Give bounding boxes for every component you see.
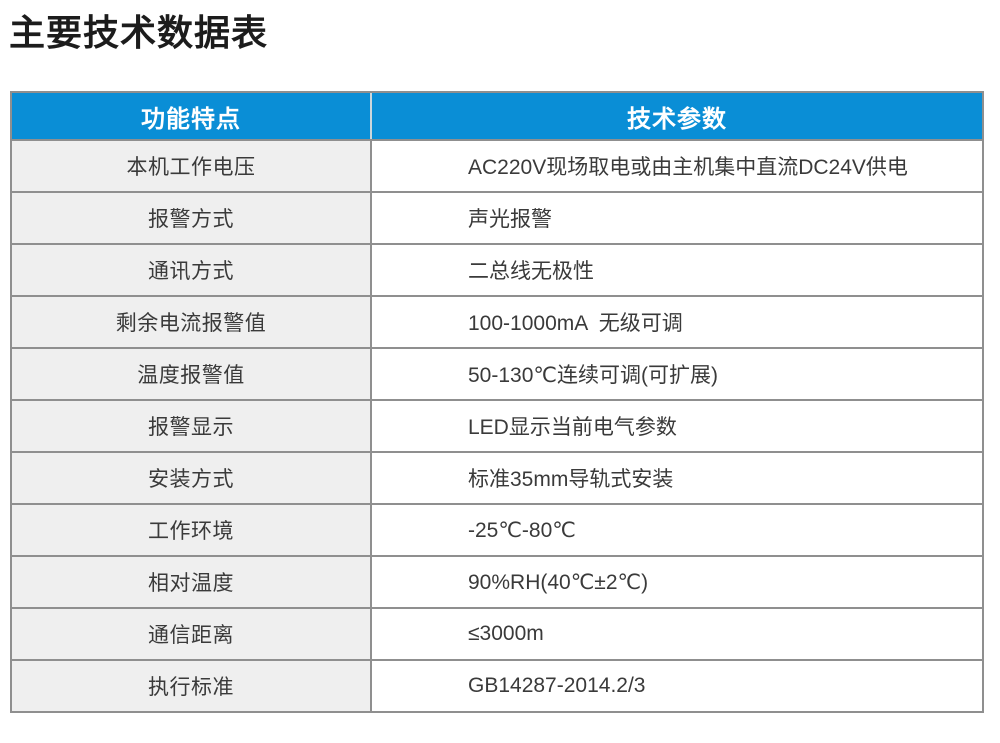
param-cell: 90%RH(40℃±2℃) — [372, 555, 982, 607]
table-row: 本机工作电压 AC220V现场取电或由主机集中直流DC24V供电 — [12, 139, 982, 191]
param-cell: 二总线无极性 — [372, 243, 982, 295]
feature-cell: 相对温度 — [12, 555, 372, 607]
table-row: 执行标准 GB14287-2014.2/3 — [12, 659, 982, 711]
header-row: 功能特点 技术参数 — [12, 93, 982, 139]
table-row: 报警显示 LED显示当前电气参数 — [12, 399, 982, 451]
header-param: 技术参数 — [372, 93, 982, 139]
param-cell: AC220V现场取电或由主机集中直流DC24V供电 — [372, 139, 982, 191]
param-cell: 100-1000mA 无级可调 — [372, 295, 982, 347]
feature-cell: 温度报警值 — [12, 347, 372, 399]
header-feature: 功能特点 — [12, 93, 372, 139]
param-cell: LED显示当前电气参数 — [372, 399, 982, 451]
table-row: 相对温度 90%RH(40℃±2℃) — [12, 555, 982, 607]
feature-cell: 安装方式 — [12, 451, 372, 503]
table-row: 通信距离 ≤3000m — [12, 607, 982, 659]
table-row: 工作环境 -25℃-80℃ — [12, 503, 982, 555]
table-row: 通讯方式 二总线无极性 — [12, 243, 982, 295]
feature-cell: 工作环境 — [12, 503, 372, 555]
feature-cell: 本机工作电压 — [12, 139, 372, 191]
table-row: 温度报警值 50-130℃连续可调(可扩展) — [12, 347, 982, 399]
feature-cell: 报警方式 — [12, 191, 372, 243]
table-body: 本机工作电压 AC220V现场取电或由主机集中直流DC24V供电 报警方式 声光… — [12, 139, 982, 711]
param-cell: GB14287-2014.2/3 — [372, 659, 982, 711]
feature-cell: 通讯方式 — [12, 243, 372, 295]
table-header: 功能特点 技术参数 — [12, 93, 982, 139]
param-cell: -25℃-80℃ — [372, 503, 982, 555]
feature-cell: 剩余电流报警值 — [12, 295, 372, 347]
table-row: 剩余电流报警值 100-1000mA 无级可调 — [12, 295, 982, 347]
param-cell: 标准35mm导轨式安装 — [372, 451, 982, 503]
feature-cell: 执行标准 — [12, 659, 372, 711]
param-cell: ≤3000m — [372, 607, 982, 659]
page-title: 主要技术数据表 — [9, 12, 269, 53]
table-row: 安装方式 标准35mm导轨式安装 — [12, 451, 982, 503]
feature-cell: 报警显示 — [12, 399, 372, 451]
feature-cell: 通信距离 — [12, 607, 372, 659]
param-cell: 声光报警 — [372, 191, 982, 243]
param-cell: 50-130℃连续可调(可扩展) — [372, 347, 982, 399]
tech-specs-table: 功能特点 技术参数 本机工作电压 AC220V现场取电或由主机集中直流DC24V… — [10, 91, 984, 713]
table-row: 报警方式 声光报警 — [12, 191, 982, 243]
